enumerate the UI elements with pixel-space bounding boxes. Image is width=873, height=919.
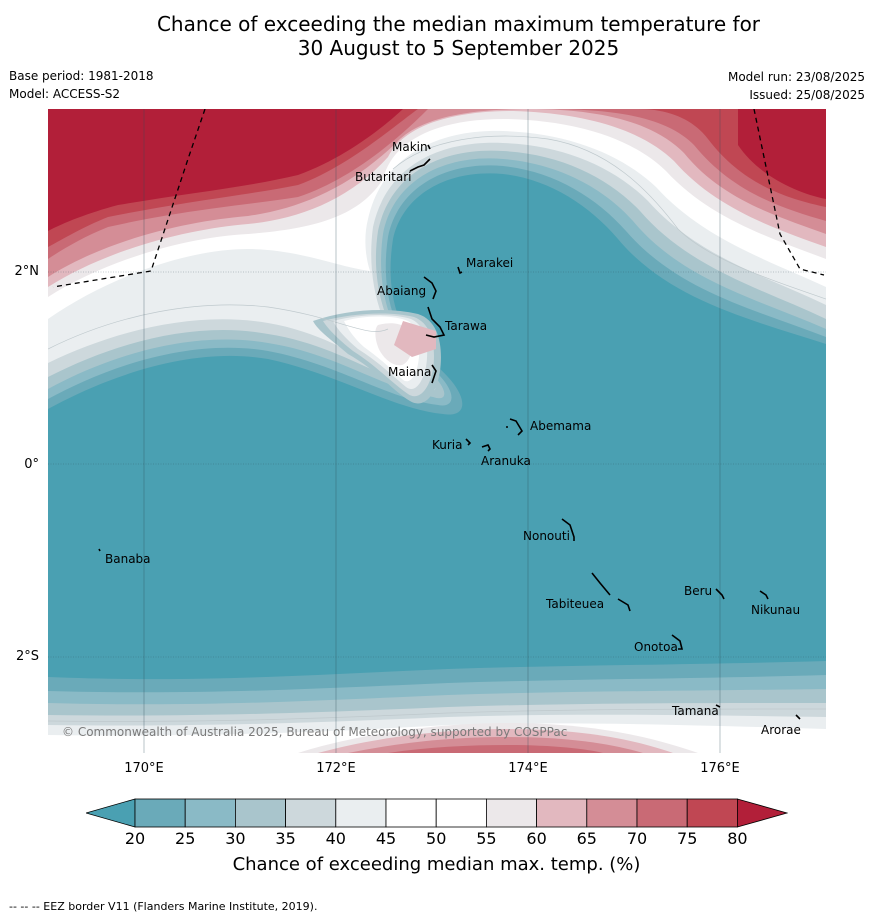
model-name: Model: ACCESS-S2	[9, 87, 121, 101]
island-tabiteuea	[591, 572, 631, 612]
island-nikunau	[759, 590, 769, 600]
band-80-west	[48, 109, 403, 231]
label-aranuka: Aranuka	[481, 454, 531, 468]
island-onotoa	[671, 634, 684, 650]
lat-label-0: 0°	[24, 457, 39, 472]
meta-right: Model run: 23/08/2025 Issued: 25/08/2025	[728, 70, 865, 106]
colorbar-segment	[686, 798, 738, 828]
colorbar-tick-label: 75	[677, 829, 698, 848]
label-maiana: Maiana	[388, 365, 431, 379]
label-abaiang: Abaiang	[377, 284, 426, 298]
island-butaritari	[409, 158, 431, 172]
colorbar-tick-label: 35	[275, 829, 296, 848]
south-band-70	[388, 745, 603, 753]
island-banaba	[98, 548, 101, 552]
colorbar-segment	[385, 798, 437, 828]
colorbar-tick-label: 70	[626, 829, 648, 848]
label-nikunau: Nikunau	[751, 603, 800, 617]
eez-border	[52, 109, 825, 288]
colorbar-tick-label: 25	[175, 829, 196, 848]
colorbar-tick-label: 80	[727, 829, 748, 848]
label-arorae: Arorae	[761, 723, 801, 737]
colorbar-arrow-high	[737, 798, 788, 828]
lat-label-2s: 2°S	[15, 649, 39, 664]
island-abaiang	[423, 276, 437, 300]
islands	[98, 144, 801, 720]
colorbar-tick-label: 55	[476, 829, 497, 848]
base-period: Base period: 1981-2018	[9, 69, 154, 83]
label-kuria: Kuria	[432, 438, 463, 452]
label-tarawa: Tarawa	[444, 319, 487, 333]
colorbar-segment	[335, 798, 387, 828]
island-kuria	[465, 438, 472, 446]
colorbar-tick-label: 30	[225, 829, 246, 848]
colorbar-segment	[134, 798, 186, 828]
map-title: Chance of exceeding the median maximum t…	[0, 12, 873, 60]
place-labels: Makin Butaritari Marakei Abaiang Tarawa …	[105, 140, 801, 737]
band-80-east	[738, 109, 826, 199]
copyright-notice: © Commonwealth of Australia 2025, Bureau…	[62, 725, 567, 739]
colorbar	[86, 798, 788, 828]
latitude-lines	[48, 271, 826, 658]
colorbar-tick-label: 20	[124, 829, 146, 848]
colorbar-segment	[435, 798, 487, 828]
title-line-1: Chance of exceeding the median maximum t…	[156, 12, 761, 36]
island-arorae	[795, 714, 801, 720]
island-abemama	[506, 418, 524, 436]
colorbar-tick-label: 60	[526, 829, 547, 848]
label-makin: Makin	[392, 140, 428, 154]
colorbar-segment	[586, 798, 638, 828]
map-canvas: Makin Butaritari Marakei Abaiang Tarawa …	[48, 109, 826, 753]
label-butaritari: Butaritari	[355, 170, 412, 184]
lon-label-172e: 172°E	[316, 761, 356, 776]
island-marakei	[457, 266, 463, 275]
colorbar-segment	[636, 798, 688, 828]
lon-label-174e: 174°E	[508, 761, 548, 776]
colorbar-segment	[184, 798, 236, 828]
island-makin	[427, 144, 431, 150]
colorbar-title: Chance of exceeding median max. temp. (%…	[232, 854, 641, 875]
island-tamana	[715, 704, 721, 708]
graticule	[143, 109, 721, 753]
colorbar-segments	[86, 798, 788, 828]
colorbar-segment	[285, 798, 337, 828]
colorbar-tick-label: 65	[576, 829, 597, 848]
colorbar-segment	[234, 798, 286, 828]
issued-date: Issued: 25/08/2025	[749, 88, 865, 102]
island-nonouti	[561, 518, 575, 541]
colorbar-arrow-low	[86, 798, 136, 828]
island-maiana	[431, 364, 437, 384]
forecast-map: Makin Butaritari Marakei Abaiang Tarawa …	[48, 109, 826, 753]
tarawa-blob-60	[394, 321, 436, 357]
island-aranuka	[481, 444, 491, 452]
label-beru: Beru	[684, 584, 712, 598]
model-run: Model run: 23/08/2025	[727, 70, 865, 84]
label-banaba: Banaba	[105, 552, 151, 566]
colorbar-segment	[536, 798, 588, 828]
lon-label-176e: 176°E	[700, 761, 740, 776]
label-marakei: Marakei	[466, 256, 513, 270]
contour-lines	[48, 135, 826, 722]
colorbar-tick-label: 40	[325, 829, 346, 848]
label-nonouti: Nonouti	[523, 529, 570, 543]
meta-left: Base period: 1981-2018 Model: ACCESS-S2	[9, 69, 154, 105]
colorbar-tick-label: 45	[375, 829, 397, 848]
island-beru	[715, 588, 725, 600]
lat-label-2n: 2°N	[14, 264, 40, 279]
label-tabiteuea: Tabiteuea	[545, 597, 604, 611]
label-abemama: Abemama	[530, 419, 591, 433]
island-tarawa	[425, 306, 446, 338]
lon-label-170e: 170°E	[124, 761, 164, 776]
colorbar-tick-label: 50	[426, 829, 447, 848]
label-onotoa: Onotoa	[634, 640, 678, 654]
label-tamana: Tamana	[671, 704, 719, 718]
title-line-2: 30 August to 5 September 2025	[297, 36, 620, 60]
eez-footnote: -- -- -- EEZ border V11 (Flanders Marine…	[9, 900, 318, 913]
colorbar-segment	[485, 798, 537, 828]
